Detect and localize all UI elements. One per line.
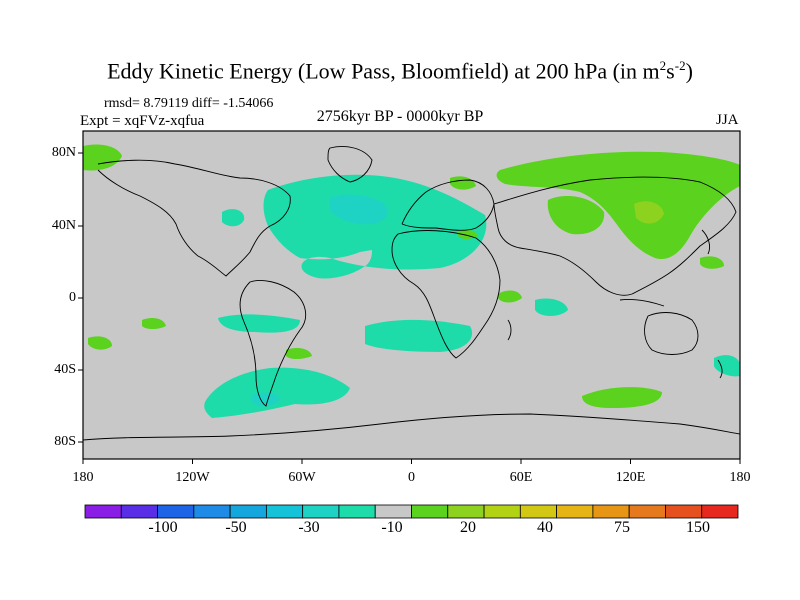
coast-asia [493,176,737,296]
field-north-atlantic [263,174,487,279]
colorbar-label: -10 [381,519,403,536]
lat-label-80s: 80S [54,434,76,449]
field-south-pacific-east [88,336,112,350]
lon-label-180w: 180 [72,470,94,485]
colorbar-swatch [556,504,594,519]
colorbar-swatch [447,504,485,519]
period-label: 2756kyr BP - 0000kyr BP [316,108,484,125]
lon-label-0: 0 [408,470,415,485]
field-arctic-west [83,144,122,171]
map-ticks [78,152,741,464]
colorbar-label: 75 [614,519,630,536]
colorbar-swatch [193,504,231,519]
field-indian-patch [535,298,568,316]
lon-label-60w: 60W [288,470,316,485]
lat-label-80n: 80N [51,145,76,160]
colorbar [84,504,739,519]
lon-label-120w: 120W [175,470,210,485]
colorbar-swatch [701,504,739,519]
colorbar-swatch [120,504,158,519]
colorbar-swatch [483,504,521,519]
field-pacific-west [222,209,245,227]
stats-line: rmsd= 8.79119 diff= -1.54066 [104,96,274,111]
lon-label-180e: 180 [729,470,751,485]
field-africa-east [498,290,522,303]
coastlines [83,146,740,441]
coast-south-america [239,280,307,407]
plot-title: Eddy Kinetic Energy (Low Pass, Bloomfiel… [107,58,693,84]
coast-africa [391,230,501,359]
colorbar-label: 40 [537,519,553,536]
field-south-america-south [286,348,312,359]
field-tasman [714,355,740,377]
colorbar-label: -50 [225,519,247,536]
season-label: JJA [716,112,739,128]
anomaly-fields [83,144,740,441]
colorbar-swatch [338,504,376,519]
coast-madagascar [507,319,512,341]
coast-indonesia [619,299,665,307]
lat-label-0: 0 [69,290,76,305]
field-south-pacific [218,314,300,333]
coast-japan [701,229,711,255]
colorbar-swatch [628,504,666,519]
field-asia-core [634,201,664,224]
colorbar-swatch [265,504,304,519]
lat-label-40n: 40N [51,218,76,233]
colorbar-swatch [665,504,703,519]
colorbar-label: 150 [686,519,710,536]
lon-label-120e: 120E [615,470,646,485]
field-south-indian [365,319,473,352]
field-atlantic-core [330,194,388,225]
coast-north-america [97,159,291,277]
colorbar-swatch [592,504,630,519]
colorbar-swatch [302,504,340,519]
field-southern-ocean [204,367,350,418]
field-central-asia [547,196,605,235]
field-pacific-north [700,256,724,269]
lat-label-40s: 40S [54,362,76,377]
colorbar-swatch [411,504,449,519]
colorbar-swatch [374,504,412,519]
colorbar-label: 20 [460,519,476,536]
lon-label-60e: 60E [509,470,533,485]
colorbar-swatch [84,504,122,519]
coast-greenland [327,146,373,183]
colorbar-label: -100 [148,519,178,536]
coast-new-zealand [717,359,723,379]
coast-antarctica [83,413,740,441]
colorbar-swatch [519,504,558,519]
field-south-atlantic-west [142,318,166,329]
field-southern-indian [582,387,662,408]
colorbar-swatch [157,504,195,519]
colorbar-label: -30 [298,519,320,536]
colorbar-swatch [229,504,267,519]
experiment-label: Expt = xqFVz-xqfua [80,113,205,129]
coast-australia [644,312,699,355]
